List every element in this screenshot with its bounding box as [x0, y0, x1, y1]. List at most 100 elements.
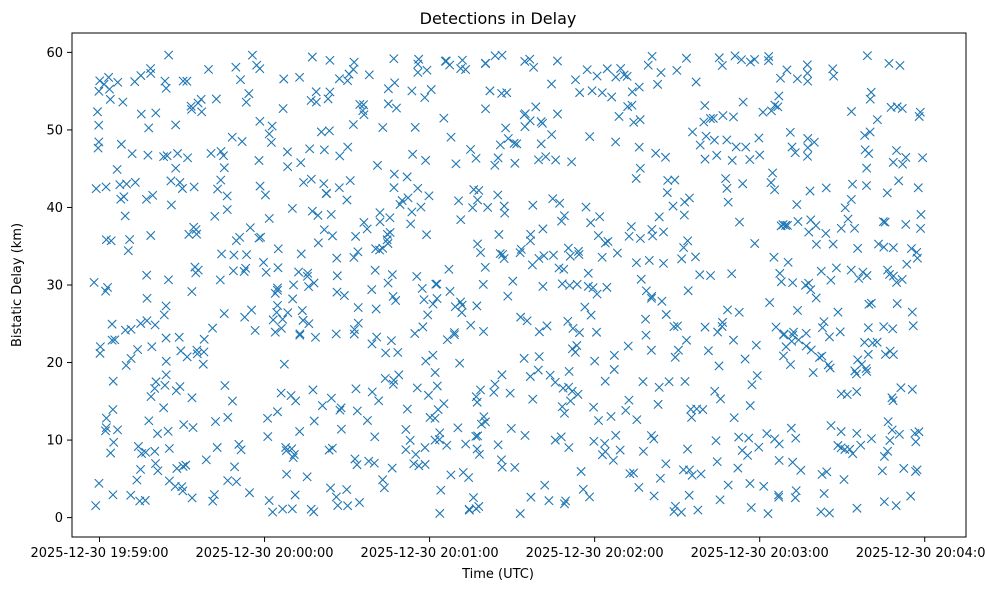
data-point — [806, 345, 816, 355]
data-point — [793, 216, 803, 227]
data-point — [391, 103, 402, 113]
data-point — [771, 322, 781, 332]
data-point — [385, 213, 395, 223]
data-point — [506, 423, 516, 434]
data-point — [100, 426, 111, 436]
data-point — [362, 224, 372, 234]
data-point — [125, 234, 135, 245]
data-point — [853, 355, 863, 365]
data-point — [219, 163, 229, 173]
data-point — [715, 495, 725, 505]
data-point — [854, 273, 864, 284]
data-point — [727, 155, 737, 165]
data-point — [401, 445, 411, 455]
data-point — [268, 315, 278, 325]
data-point — [786, 423, 796, 433]
data-point — [801, 328, 811, 338]
data-point — [430, 367, 440, 378]
data-point — [164, 50, 174, 60]
data-point — [563, 243, 573, 253]
data-point — [792, 199, 802, 210]
data-point — [388, 379, 398, 389]
data-point — [536, 117, 546, 127]
data-point — [709, 135, 719, 145]
data-point — [297, 306, 307, 316]
data-point — [201, 455, 211, 465]
data-point — [567, 157, 577, 167]
data-point — [136, 318, 146, 329]
data-point — [413, 183, 423, 193]
data-point — [802, 60, 812, 70]
data-point — [172, 148, 183, 159]
y-axis-title: Bistatic Delay (km) — [10, 223, 25, 347]
data-point — [686, 412, 697, 423]
data-point — [845, 444, 855, 454]
data-point — [763, 56, 774, 66]
data-point — [417, 283, 427, 294]
data-point — [545, 370, 555, 380]
data-point — [436, 485, 446, 495]
data-point — [565, 251, 575, 261]
data-point — [218, 151, 229, 161]
data-point — [261, 267, 271, 277]
data-point — [302, 472, 312, 482]
data-point — [282, 147, 292, 157]
data-point — [255, 116, 265, 126]
data-point — [439, 399, 449, 409]
data-point — [336, 424, 346, 434]
data-point — [478, 279, 488, 289]
data-point — [593, 415, 604, 426]
data-point — [307, 206, 317, 216]
data-point — [754, 442, 764, 452]
data-point — [407, 207, 417, 217]
data-point — [691, 77, 701, 87]
data-point — [502, 88, 512, 98]
data-point — [352, 406, 362, 416]
data-point — [792, 74, 802, 84]
data-point — [856, 440, 866, 450]
data-point — [519, 353, 529, 363]
data-point — [483, 202, 493, 212]
data-point — [161, 301, 171, 311]
data-point — [638, 446, 648, 456]
data-point — [410, 122, 420, 132]
data-point — [670, 352, 680, 362]
data-point — [700, 154, 710, 164]
data-point — [728, 335, 739, 345]
data-point — [287, 203, 297, 214]
data-point — [755, 150, 765, 160]
data-point — [166, 200, 176, 210]
data-point — [252, 60, 262, 70]
data-point — [882, 188, 892, 198]
data-point — [828, 64, 838, 74]
data-point — [264, 129, 274, 139]
data-point — [349, 329, 359, 339]
data-point — [256, 232, 266, 242]
data-point — [192, 345, 202, 355]
data-point — [575, 88, 585, 98]
data-point — [418, 322, 428, 332]
data-point — [634, 482, 644, 493]
data-point — [824, 332, 835, 342]
data-point — [94, 86, 104, 96]
data-point — [444, 264, 454, 274]
data-point — [457, 55, 467, 65]
data-points — [89, 50, 928, 519]
data-point — [627, 87, 637, 97]
data-point — [836, 223, 846, 233]
data-point — [612, 248, 622, 258]
data-point — [833, 307, 843, 317]
data-point — [741, 142, 751, 152]
data-point — [740, 354, 750, 364]
data-point — [525, 236, 536, 246]
data-point — [472, 397, 482, 407]
x-axis-title: Time (UTC) — [461, 567, 534, 582]
data-point — [151, 108, 161, 118]
data-point — [542, 321, 552, 331]
data-point — [132, 475, 142, 485]
data-point — [288, 294, 298, 304]
data-point — [123, 246, 133, 256]
data-point — [624, 231, 634, 241]
data-point — [144, 123, 154, 133]
data-point — [291, 396, 301, 406]
